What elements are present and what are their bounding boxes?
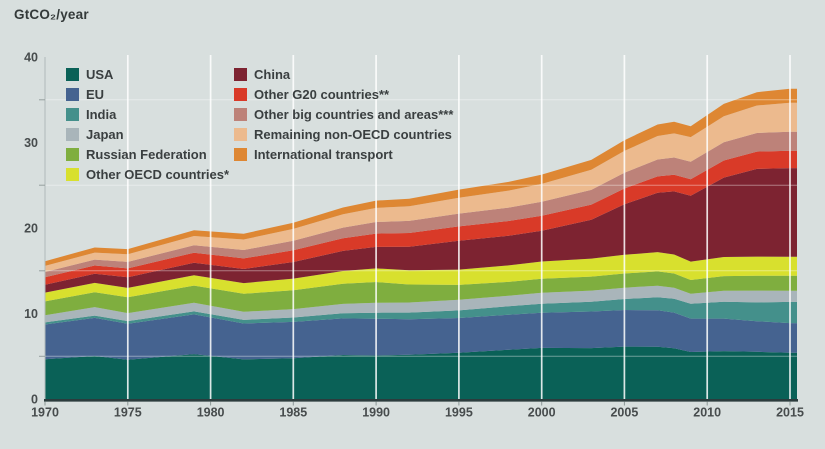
x-tick-label: 2000 (528, 406, 556, 420)
x-tick-label: 2015 (776, 406, 804, 420)
legend-label: USA (86, 66, 114, 82)
area-series-eu (45, 310, 797, 360)
legend-swatch (234, 67, 247, 81)
legend-column-2: China Other G20 countries** Other big coun… (234, 64, 464, 164)
area-series-russian-federation (45, 271, 797, 316)
legend-item-eu: EU (66, 84, 234, 104)
x-tick-label: 1980 (197, 406, 225, 420)
area-series-usa (45, 346, 797, 399)
x-tick-label: 1995 (445, 406, 473, 420)
legend-item-international-transport: International transport (234, 144, 464, 164)
legend-label: Russian Federation (86, 146, 207, 162)
x-tick-label: 1975 (114, 406, 142, 420)
area-series-china (45, 168, 797, 293)
legend-label: India (86, 106, 117, 122)
legend-item-china: China (234, 64, 464, 84)
legend-swatch (66, 107, 79, 121)
x-tick-label: 2010 (693, 406, 721, 420)
area-series-india (45, 297, 797, 325)
x-tick-label: 1985 (279, 406, 307, 420)
y-tick-label: 40 (24, 51, 38, 65)
legend-swatch (66, 147, 79, 161)
legend-item-usa: USA (66, 64, 234, 84)
legend-swatch (234, 127, 247, 141)
area-series-international-transport (45, 88, 797, 266)
legend-item-other-oecd-countries: Other OECD countries* (66, 164, 234, 184)
legend-swatch (66, 87, 79, 101)
legend-swatch (234, 87, 247, 101)
area-series-japan (45, 285, 797, 323)
legend-item-japan: Japan (66, 124, 234, 144)
legend-label: Other big countries and areas*** (254, 106, 454, 122)
legend-label: Japan (86, 126, 124, 142)
legend-swatch (66, 167, 79, 181)
legend-swatch (66, 127, 79, 141)
legend-item-other-g20-countries: Other G20 countries** (234, 84, 464, 104)
legend-item-russian-federation: Russian Federation (66, 144, 234, 164)
y-tick-label: 30 (24, 136, 38, 150)
legend-item-other-big-countries-and-areas: Other big countries and areas*** (234, 104, 464, 124)
legend-label: EU (86, 86, 105, 102)
y-tick-label: 10 (24, 307, 38, 321)
legend-swatch (66, 67, 79, 81)
area-series-other-big-countries-and-areas (45, 131, 797, 278)
legend-swatch (234, 107, 247, 121)
area-series-other-g20-countries (45, 150, 797, 285)
y-tick-label: 0 (31, 393, 38, 407)
legend-label: Other OECD countries* (86, 166, 230, 182)
legend-label: China (254, 66, 291, 82)
legend-item-remaining-non-oecd-countries: Remaining non-OECD countries (234, 124, 464, 144)
legend-column-1: USA EU India Japan Russian Federation Other O… (66, 64, 234, 184)
x-tick-label: 2005 (610, 406, 638, 420)
y-tick-label: 20 (24, 222, 38, 236)
legend-swatch (234, 147, 247, 161)
legend-item-india: India (66, 104, 234, 124)
legend-label: International transport (254, 146, 393, 162)
x-tick-label: 1990 (362, 406, 390, 420)
area-series-other-oecd-countries (45, 252, 797, 302)
legend-label: Other G20 countries** (254, 86, 390, 102)
x-tick-label: 1970 (31, 406, 59, 420)
legend-label: Remaining non-OECD countries (254, 126, 452, 142)
area-series-remaining-non-oecd-countries (45, 102, 797, 272)
chart-title: GtCO₂/year (14, 7, 89, 22)
